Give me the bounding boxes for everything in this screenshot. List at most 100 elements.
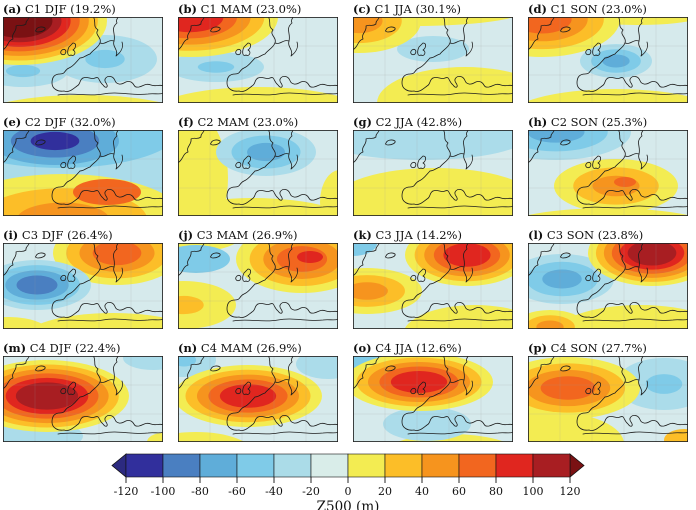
anomaly-contour [73,179,141,205]
map-frame [528,356,688,442]
panel-letter: (b) [178,2,197,16]
panel-title-p: (p) C4 SON (27.7%) [528,342,688,355]
panel-letter: (o) [353,341,372,355]
anomaly-contour [614,177,636,187]
panel-caption: C3 MAM (26.9%) [196,228,298,242]
colorbar-segment [421,453,460,478]
panel-j: (j) C3 MAM (26.9%) [178,229,338,329]
map-frame [353,356,513,442]
panel-caption: C3 JJA (14.2%) [375,228,462,242]
composite-map [528,17,688,103]
colorbar-segment [347,453,386,478]
panel-letter: (c) [353,2,371,16]
composite-map [3,356,163,442]
panel-title-l: (l) C3 SON (23.8%) [528,229,688,242]
composite-map [178,130,338,216]
colorbar-svg: -120 -100 -80 -60 -40 -20 0 20 40 60 80 100 120 Z500 … [111,453,585,510]
map-frame [3,243,163,329]
colorbar-right-arrow [569,453,585,478]
panel-l: (l) C3 SON (23.8%) [528,229,688,329]
anomaly-contour [30,131,80,151]
panel-b: (b) C1 MAM (23.0%) [178,3,338,103]
colorbar-tick-label: 60 [452,485,466,498]
colorbar-left-arrow [111,453,127,478]
anomaly-contour [528,412,624,442]
panel-title-n: (n) C4 MAM (26.9%) [178,342,338,355]
map-frame [3,356,163,442]
composite-map [178,17,338,103]
anomaly-contour [554,305,688,329]
anomaly-contour [197,61,235,73]
anomaly-contour [147,433,163,442]
map-panel-l [528,243,688,329]
panel-caption: C1 SON (23.0%) [550,2,647,16]
anomaly-contour [528,89,688,103]
panel-c: (c) C1 JJA (30.1%) [353,3,513,103]
composite-map [3,243,163,329]
map-panel-h [528,130,688,216]
colorbar-tick-label: 80 [489,485,503,498]
colorbar-segment [384,453,423,478]
colorbar-tick-label: -60 [228,485,246,498]
panel-title-h: (h) C2 SON (25.3%) [528,116,688,129]
panel-h: (h) C2 SON (25.3%) [528,116,688,216]
colorbar-segment [310,453,349,478]
anomaly-contour [3,317,49,329]
anomaly-contour [320,170,338,216]
anomaly-contour [297,251,323,263]
panel-caption: C3 SON (23.8%) [546,228,644,242]
anomaly-contour [627,243,677,266]
panel-letter: (m) [3,341,27,355]
panel-title-d: (d) C1 SON (23.0%) [528,3,688,16]
map-frame [178,356,338,442]
colorbar-segment [125,453,164,478]
panel-d: (d) C1 SON (23.0%) [528,3,688,103]
map-panel-m [3,356,163,442]
map-frame [178,243,338,329]
colorbar-axis-label: Z500 (m) [317,499,380,510]
anomaly-contour [390,370,448,394]
anomaly-contour [5,64,41,78]
panel-caption: C4 JJA (12.6%) [375,341,462,355]
anomaly-contour [178,432,245,442]
map-frame [528,130,688,216]
anomaly-contour [443,243,491,267]
anomaly-contour [542,269,582,289]
composite-map [353,17,513,103]
map-panel-b [178,17,338,103]
panel-letter: (l) [528,228,544,242]
map-panel-a [3,17,163,103]
anomaly-contour [540,376,596,400]
map-panel-c [353,17,513,103]
panel-caption: C2 DJF (32.0%) [24,115,116,129]
panel-letter: (n) [178,341,198,355]
anomaly-contour [353,168,513,216]
anomaly-contour [296,356,338,379]
anomaly-contour [664,429,688,442]
panel-letter: (d) [528,2,547,16]
colorbar-segment [458,453,497,478]
map-frame [178,130,338,216]
panel-title-g: (g) C2 JJA (42.8%) [353,116,513,129]
anomaly-contour [247,142,285,162]
map-panel-f [178,130,338,216]
colorbar-segment [199,453,238,478]
map-panel-g [353,130,513,216]
anomaly-contour [397,36,469,62]
anomaly-contour [92,243,142,266]
panel-caption: C1 JJA (30.1%) [374,2,462,16]
colorbar-tick-label: 40 [415,485,429,498]
map-frame [353,17,513,103]
anomaly-contour [15,382,79,410]
map-panel-p [528,356,688,442]
composite-map [353,243,513,329]
panel-letter: (g) [353,115,372,129]
anomaly-contour [85,49,125,69]
panel-title-o: (o) C4 JJA (12.6%) [353,342,513,355]
panel-title-e: (e) C2 DJF (32.0%) [3,116,163,129]
map-frame [178,17,338,103]
anomaly-contour [178,198,338,216]
anomaly-contour [178,356,197,367]
map-panel-k [353,243,513,329]
